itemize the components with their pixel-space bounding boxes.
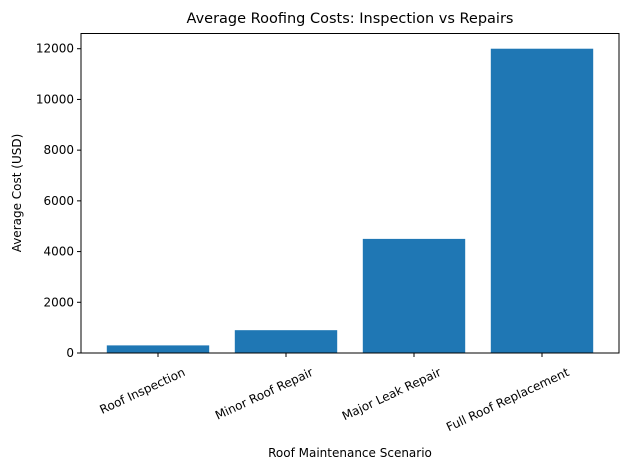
x-tick-label: Roof Inspection: [98, 365, 188, 417]
y-tick-label: 4000: [43, 245, 74, 259]
bar-0: [106, 345, 210, 353]
y-tick-label: 12000: [36, 42, 74, 56]
bar-3: [490, 48, 594, 353]
x-axis-label: Roof Maintenance Scenario: [268, 446, 432, 460]
y-tick-label: 2000: [43, 295, 74, 309]
axes-frame: [80, 33, 620, 354]
x-tick-label: Full Roof Replacement: [444, 365, 571, 434]
y-axis-label: Average Cost (USD): [10, 134, 24, 253]
y-tick-label: 0: [66, 346, 74, 360]
y-tick-label: 8000: [43, 143, 74, 157]
x-tick-label: Minor Roof Repair: [213, 365, 315, 423]
x-tick-label: Major Leak Repair: [340, 365, 443, 423]
bar-1: [234, 330, 338, 353]
y-tick-label: 10000: [36, 92, 74, 106]
chart-title: Average Roofing Costs: Inspection vs Rep…: [187, 11, 514, 27]
y-tick-label: 6000: [43, 194, 74, 208]
bar-2: [362, 238, 466, 353]
